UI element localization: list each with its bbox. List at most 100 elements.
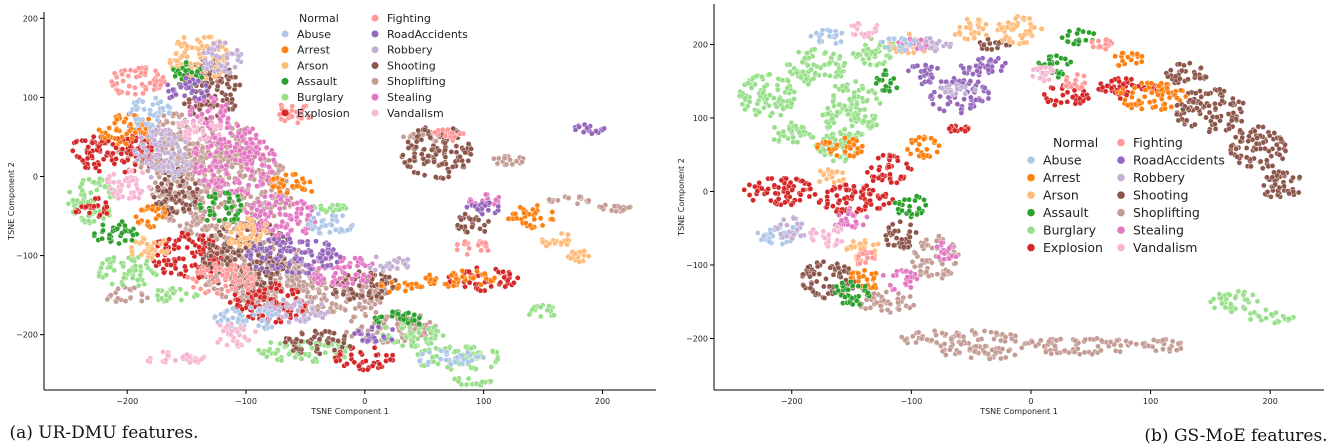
scatter-point	[201, 264, 206, 269]
scatter-point	[150, 164, 155, 169]
scatter-point	[107, 232, 112, 237]
scatter-point	[446, 169, 451, 174]
scatter-point	[412, 312, 417, 317]
scatter-point	[180, 178, 185, 183]
scatter-point	[233, 145, 238, 150]
scatter-point	[169, 206, 174, 211]
scatter-point	[359, 324, 364, 329]
scatter-point	[213, 261, 218, 266]
scatter-point	[233, 285, 238, 290]
scatter-point	[462, 284, 467, 289]
scatter-point	[409, 343, 414, 348]
scatter-point	[827, 61, 832, 66]
scatter-point	[488, 379, 493, 384]
scatter-point	[122, 119, 127, 124]
scatter-point	[827, 124, 832, 129]
scatter-point	[454, 150, 459, 155]
scatter-point	[250, 282, 255, 287]
scatter-point	[470, 224, 475, 229]
scatter-point	[135, 122, 140, 127]
scatter-point	[217, 123, 222, 128]
scatter-point	[134, 214, 139, 219]
legend-label: Stealing	[387, 91, 432, 104]
scatter-point	[855, 130, 860, 135]
scatter-point	[538, 314, 543, 319]
series-shoplifting	[105, 111, 633, 345]
legend-marker	[282, 109, 289, 116]
scatter-point	[345, 281, 350, 286]
scatter-point	[283, 201, 288, 206]
scatter-point	[145, 358, 150, 363]
scatter-point	[381, 265, 386, 270]
scatter-point	[1252, 310, 1257, 315]
scatter-point	[248, 137, 253, 142]
scatter-point	[200, 145, 205, 150]
scatter-point	[842, 127, 847, 132]
scatter-point	[219, 201, 224, 206]
scatter-point	[549, 217, 554, 222]
scatter-point	[177, 149, 182, 154]
scatter-point	[338, 352, 343, 357]
scatter-point	[449, 273, 454, 278]
scatter-point	[416, 321, 421, 326]
scatter-point	[860, 86, 865, 91]
scatter-point	[311, 216, 316, 221]
scatter-point	[200, 128, 205, 133]
scatter-point	[367, 274, 372, 279]
scatter-point	[127, 268, 132, 273]
scatter-point	[182, 101, 187, 106]
scatter-point	[152, 83, 157, 88]
scatter-point	[161, 206, 166, 211]
scatter-point	[215, 291, 220, 296]
scatter-point	[224, 97, 229, 102]
scatter-point	[358, 256, 363, 261]
scatter-point	[426, 153, 431, 158]
scatter-point	[308, 249, 313, 254]
scatter-point	[759, 74, 764, 79]
scatter-point	[267, 201, 272, 206]
scatter-points	[737, 14, 1302, 362]
scatter-point	[105, 150, 110, 155]
scatter-point	[395, 266, 400, 271]
scatter-point	[129, 136, 134, 141]
scatter-point	[239, 188, 244, 193]
scatter-point	[220, 273, 225, 278]
scatter-point	[225, 171, 230, 176]
scatter-point	[285, 269, 290, 274]
legend-label: Assault	[297, 75, 338, 88]
scatter-point	[295, 200, 300, 205]
scatter-point	[433, 130, 438, 135]
scatter-point	[462, 239, 467, 244]
scatter-point	[463, 212, 468, 217]
scatter-point	[312, 334, 317, 339]
scatter-point	[153, 96, 158, 101]
scatter-point	[826, 111, 831, 116]
scatter-point	[238, 158, 243, 163]
scatter-point	[258, 156, 263, 161]
scatter-point	[175, 59, 180, 64]
scatter-point	[285, 190, 290, 195]
scatter-point	[201, 50, 206, 55]
scatter-point	[94, 187, 99, 192]
scatter-point	[260, 163, 265, 168]
scatter-point	[278, 276, 283, 281]
scatter-point	[88, 190, 93, 195]
scatter-point	[171, 175, 176, 180]
scatter-point	[389, 337, 394, 342]
scatter-point	[307, 179, 312, 184]
scatter-point	[266, 237, 271, 242]
scatter-point	[159, 296, 164, 301]
scatter-point	[379, 314, 384, 319]
scatter-point	[203, 83, 208, 88]
scatter-point	[283, 225, 288, 230]
scatter-point	[167, 132, 172, 137]
scatter-point	[559, 231, 564, 236]
scatter-point	[496, 204, 501, 209]
scatter-point	[169, 196, 174, 201]
scatter-point	[198, 205, 203, 210]
scatter-point	[274, 199, 279, 204]
scatter-point	[133, 130, 138, 135]
scatter-point	[225, 125, 230, 130]
scatter-point	[480, 211, 485, 216]
scatter-point	[170, 87, 175, 92]
